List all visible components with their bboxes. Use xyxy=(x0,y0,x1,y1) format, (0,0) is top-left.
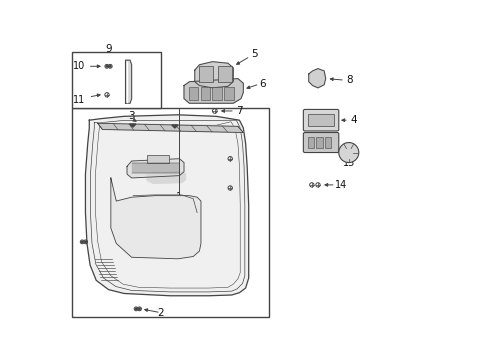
Bar xyxy=(200,87,209,100)
Circle shape xyxy=(135,308,137,310)
Text: 12: 12 xyxy=(316,135,328,145)
Bar xyxy=(72,108,268,317)
Text: 13: 13 xyxy=(342,158,354,168)
FancyBboxPatch shape xyxy=(303,109,338,131)
Polygon shape xyxy=(129,124,136,127)
Bar xyxy=(199,66,213,82)
Polygon shape xyxy=(147,172,185,183)
Polygon shape xyxy=(183,78,243,103)
Polygon shape xyxy=(127,159,183,178)
Polygon shape xyxy=(85,115,248,296)
Text: 1: 1 xyxy=(176,192,183,202)
Bar xyxy=(307,114,333,126)
Text: 11: 11 xyxy=(73,95,85,105)
Polygon shape xyxy=(194,62,233,88)
Bar xyxy=(307,137,313,148)
Circle shape xyxy=(338,143,358,163)
Text: 10: 10 xyxy=(73,61,85,71)
Text: 9: 9 xyxy=(105,44,112,54)
Text: 14: 14 xyxy=(334,180,346,190)
Bar xyxy=(212,87,221,100)
Text: 6: 6 xyxy=(259,79,265,89)
Bar xyxy=(147,155,168,163)
Bar xyxy=(316,137,322,148)
Polygon shape xyxy=(98,123,243,132)
Polygon shape xyxy=(171,125,178,128)
Polygon shape xyxy=(308,69,325,88)
Circle shape xyxy=(109,66,111,67)
Polygon shape xyxy=(125,60,131,103)
Text: 5: 5 xyxy=(251,49,258,59)
Circle shape xyxy=(139,308,140,310)
Bar xyxy=(218,66,231,82)
Bar xyxy=(188,87,198,100)
Text: 2: 2 xyxy=(157,308,163,318)
Text: 7: 7 xyxy=(236,106,242,116)
Bar xyxy=(224,87,233,100)
FancyBboxPatch shape xyxy=(303,132,338,153)
Circle shape xyxy=(106,66,107,67)
Bar xyxy=(324,137,330,148)
Polygon shape xyxy=(111,178,201,259)
Circle shape xyxy=(81,241,83,243)
Text: 3: 3 xyxy=(128,111,135,121)
Bar xyxy=(72,53,161,108)
Circle shape xyxy=(84,241,86,243)
Text: 8: 8 xyxy=(346,75,352,85)
Text: 4: 4 xyxy=(349,115,356,125)
